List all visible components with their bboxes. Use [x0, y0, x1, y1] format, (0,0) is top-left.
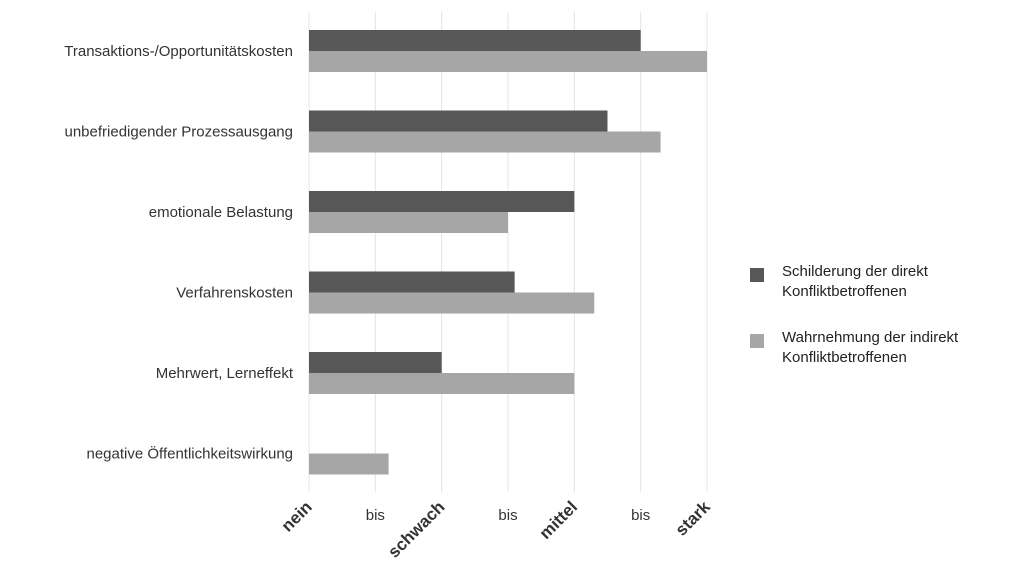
x-tick-label: schwach: [384, 497, 448, 561]
legend-swatch-indirect: [750, 334, 764, 348]
x-tick-label: bis: [366, 507, 385, 524]
x-tick-labels: nein bis schwach bis mittel bis stark: [278, 497, 715, 562]
category-label: emotionale Belastung: [149, 204, 293, 221]
bar: [309, 30, 641, 51]
bar: [309, 292, 595, 314]
bar: [309, 352, 442, 373]
legend-item-indirect: Wahrnehmung der indirekt Konfliktbetroff…: [750, 328, 958, 368]
category-label: unbefriedigender Prozessausgang: [65, 124, 294, 141]
bar: [309, 212, 508, 233]
category-label: Transaktions-/Opportunitätskosten: [64, 43, 293, 60]
category-label: negative Öffentlichkeitswirkung: [87, 445, 294, 463]
grid-lines: [308, 12, 708, 492]
legend-item-direct: Schilderung der direkt Konfliktbetroffen…: [750, 262, 958, 302]
category-label: Mehrwert, Lerneffekt: [156, 365, 294, 382]
x-tick-label: mittel: [536, 497, 581, 542]
bar: [309, 191, 575, 212]
bar: [309, 453, 389, 475]
x-tick-label: stark: [672, 497, 715, 540]
bar: [309, 373, 575, 394]
bar: [309, 51, 707, 72]
legend-swatch-direct: [750, 268, 764, 282]
x-tick-label: bis: [498, 507, 517, 524]
legend-label-direct: Schilderung der direkt Konfliktbetroffen…: [782, 263, 928, 300]
bars: [309, 30, 707, 475]
bar: [309, 271, 515, 293]
x-tick-label: bis: [631, 507, 650, 524]
bar: [309, 131, 661, 153]
bar: [309, 110, 608, 132]
category-labels: Transaktions-/Opportunitätskosten unbefri…: [64, 43, 294, 463]
x-tick-label: nein: [278, 497, 316, 535]
category-label: Verfahrenskosten: [176, 285, 293, 302]
legend: Schilderung der direkt Konfliktbetroffen…: [750, 262, 958, 394]
legend-label-indirect: Wahrnehmung der indirekt Konfliktbetroff…: [782, 329, 959, 366]
